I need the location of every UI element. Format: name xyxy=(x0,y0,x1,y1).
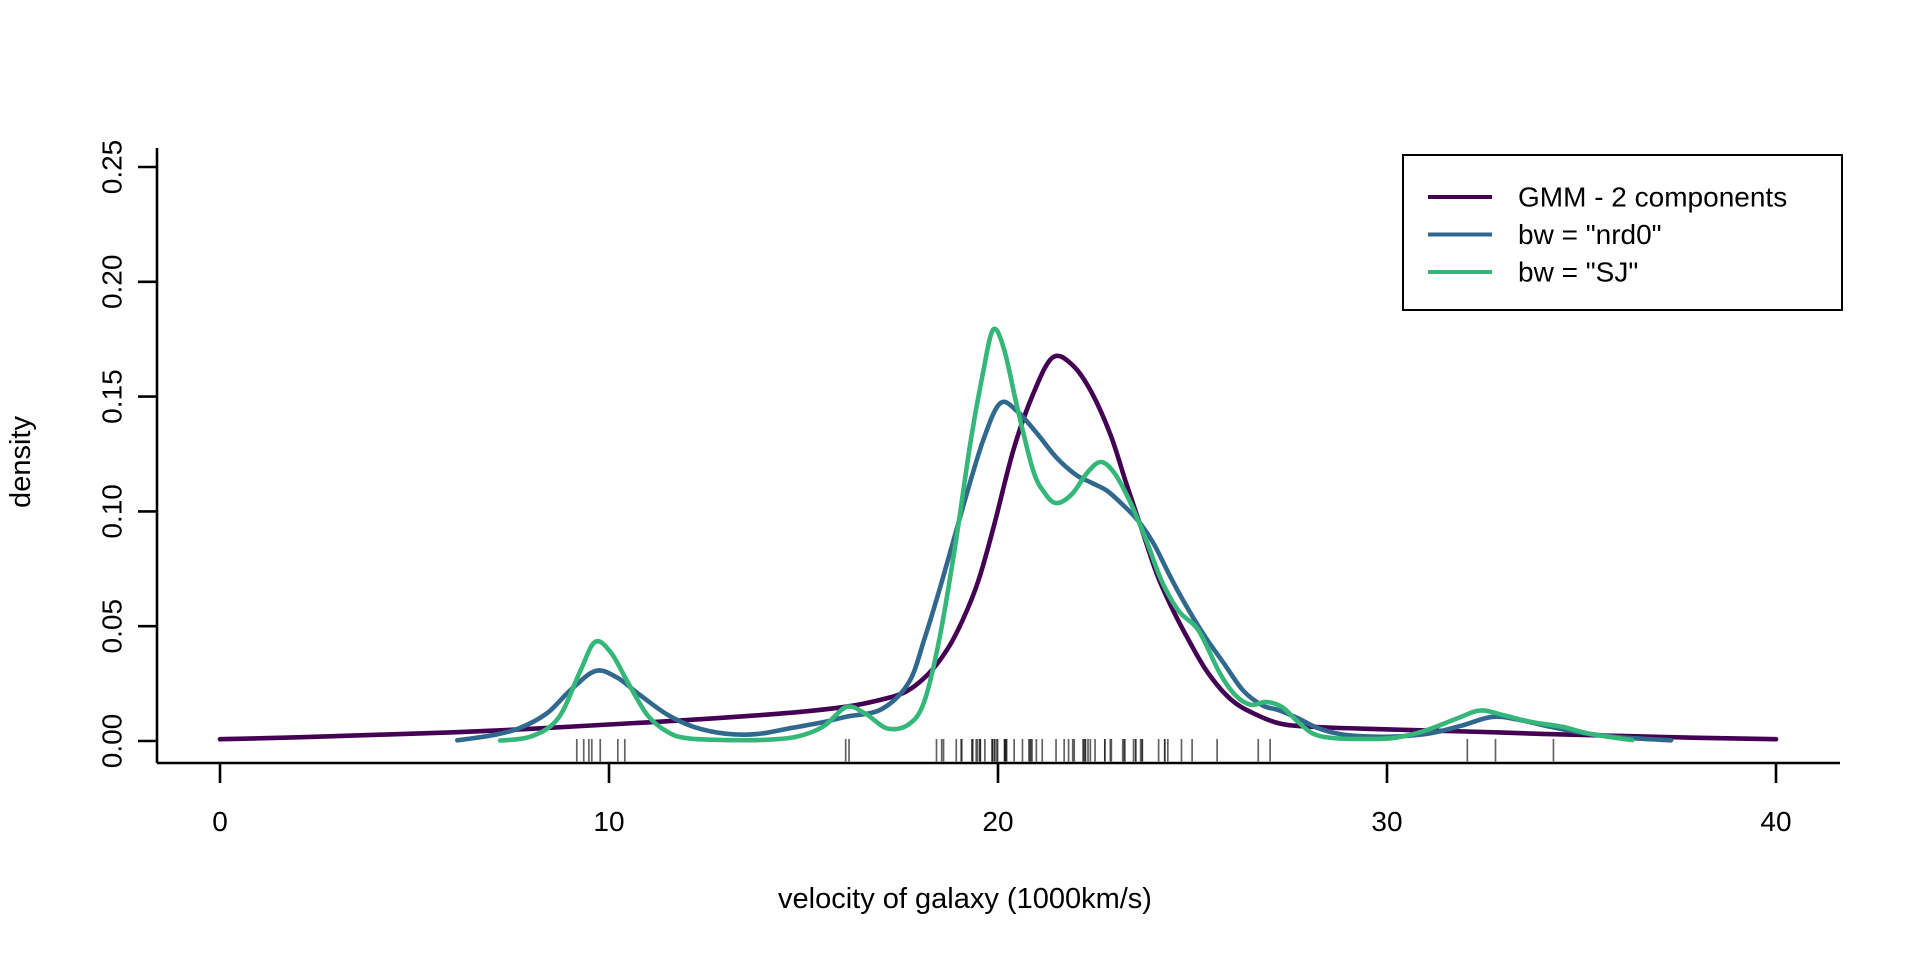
x-tick-label-30: 30 xyxy=(1371,806,1402,837)
density-curve-gmm-2-components xyxy=(217,353,1779,742)
rug-marks xyxy=(575,739,1555,762)
legend-label-bw-nrd0: bw = "nrd0" xyxy=(1518,219,1662,250)
y-axis-title: density xyxy=(5,416,37,508)
legend-label-gmm-2-components: GMM - 2 components xyxy=(1518,182,1787,213)
y-tick-label-0.00: 0.00 xyxy=(97,714,128,769)
density-curves xyxy=(217,326,1779,743)
legend-label-bw-sj: bw = "SJ" xyxy=(1518,257,1638,288)
x-tick-label-10: 10 xyxy=(593,806,624,837)
density-curve-bw-nrd0 xyxy=(455,399,1674,743)
x-axis-title: velocity of galaxy (1000km/s) xyxy=(778,883,1152,915)
x-tick-label-20: 20 xyxy=(982,806,1013,837)
x-tick-label-0: 0 xyxy=(212,806,228,837)
legend: GMM - 2 components bw = "nrd0" bw = "SJ" xyxy=(1402,154,1843,311)
density-curve-bw-sj xyxy=(497,326,1635,743)
y-tick-label-0.25: 0.25 xyxy=(97,140,128,195)
y-tick-label-0.10: 0.10 xyxy=(97,484,128,539)
x-axis-ticks: 0 10 20 30 40 xyxy=(212,763,1792,837)
y-tick-label-0.05: 0.05 xyxy=(97,599,128,654)
x-tick-label-40: 40 xyxy=(1760,806,1791,837)
y-tick-label-0.15: 0.15 xyxy=(97,369,128,424)
y-axis-ticks: 0.00 0.05 0.10 0.15 0.20 0.25 xyxy=(97,140,157,769)
y-tick-label-0.20: 0.20 xyxy=(97,255,128,310)
